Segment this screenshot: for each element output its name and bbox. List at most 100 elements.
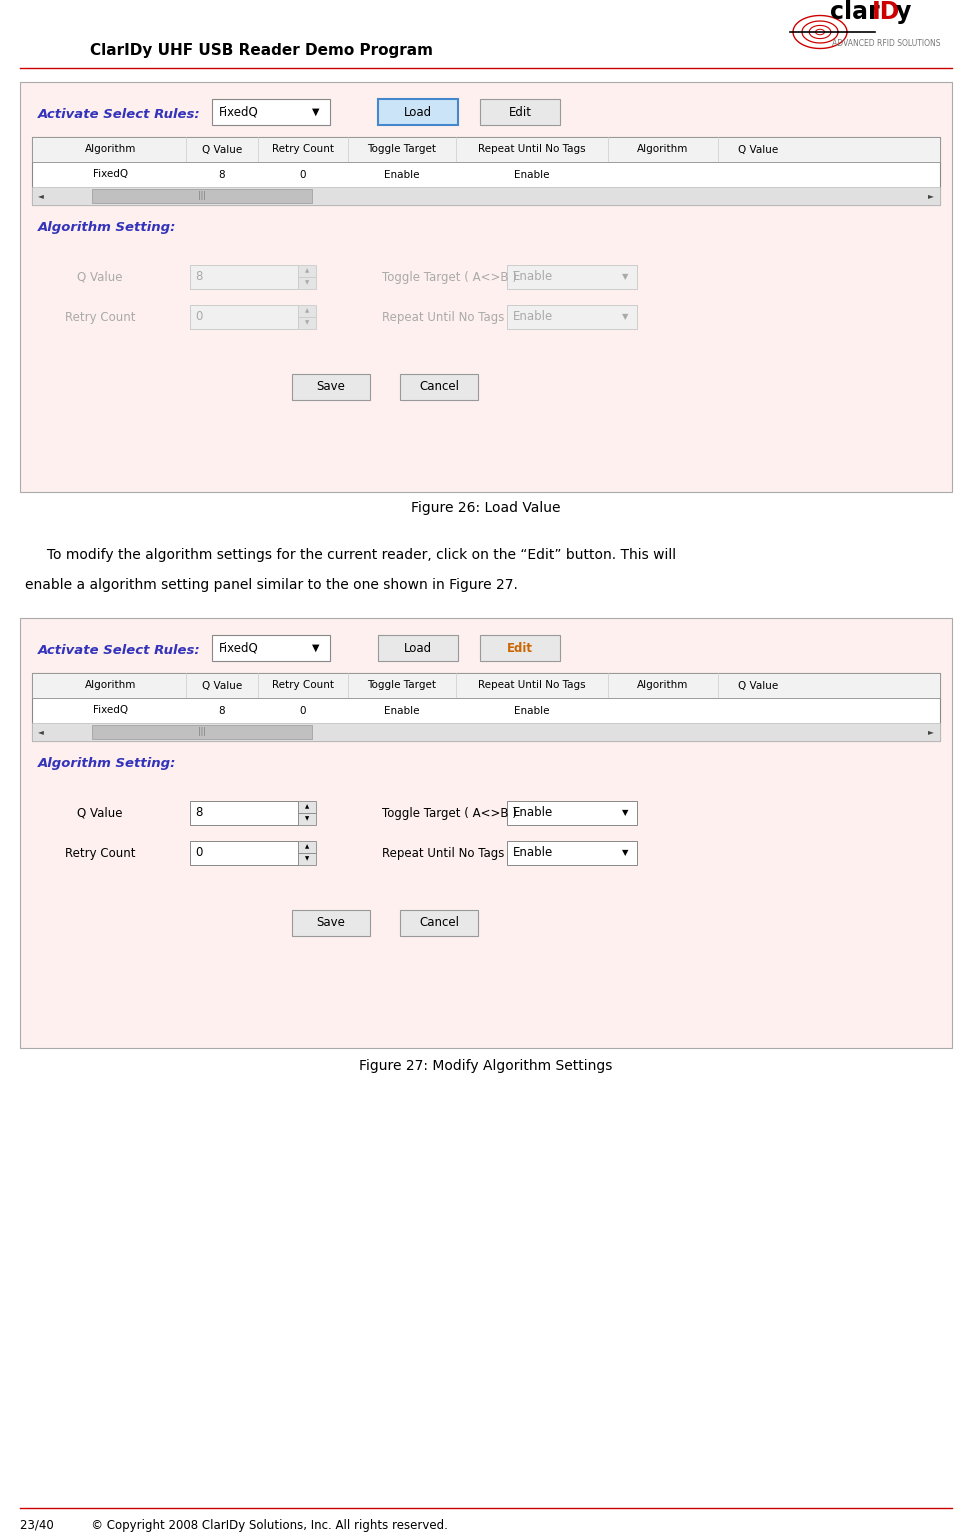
- Bar: [32, 137, 940, 161]
- Bar: [190, 266, 298, 289]
- Text: ▼: ▼: [622, 312, 628, 321]
- Text: Algorithm: Algorithm: [86, 144, 137, 155]
- Text: Enable: Enable: [513, 270, 553, 284]
- Bar: [212, 634, 330, 660]
- Text: To modify the algorithm settings for the current reader, click on the “Edit” but: To modify the algorithm settings for the…: [25, 548, 677, 562]
- Text: Q Value: Q Value: [738, 680, 779, 691]
- Text: 0: 0: [195, 310, 202, 324]
- Text: 8: 8: [195, 806, 202, 820]
- Text: ▼: ▼: [622, 808, 628, 817]
- Bar: [298, 852, 316, 865]
- Bar: [32, 187, 940, 204]
- Bar: [298, 276, 316, 289]
- Text: Algorithm Setting:: Algorithm Setting:: [38, 757, 176, 770]
- Text: y: y: [896, 0, 912, 25]
- Text: Toggle Target: Toggle Target: [367, 680, 436, 691]
- Bar: [92, 189, 312, 203]
- Text: Retry Count: Retry Count: [65, 310, 135, 324]
- Bar: [32, 673, 940, 740]
- Text: Repeat Until No Tags: Repeat Until No Tags: [478, 680, 586, 691]
- Bar: [190, 800, 298, 825]
- Text: Edit: Edit: [507, 642, 533, 654]
- Bar: [20, 81, 952, 492]
- Text: Repeat Until No Tags: Repeat Until No Tags: [382, 310, 504, 324]
- Text: Retry Count: Retry Count: [272, 680, 334, 691]
- Text: 23/40          © Copyright 2008 ClarIDy Solutions, Inc. All rights reserved.: 23/40 © Copyright 2008 ClarIDy Solutions…: [20, 1519, 448, 1531]
- Text: Algorithm: Algorithm: [638, 680, 689, 691]
- Bar: [212, 98, 330, 124]
- Text: Enable: Enable: [384, 705, 420, 716]
- Text: ►: ►: [928, 728, 934, 736]
- Text: Repeat Until No Tags: Repeat Until No Tags: [382, 846, 504, 860]
- Text: ▼: ▼: [312, 108, 320, 117]
- Bar: [298, 266, 316, 276]
- Text: FixedQ: FixedQ: [93, 705, 128, 716]
- Text: Q Value: Q Value: [202, 680, 242, 691]
- Text: Enable: Enable: [514, 705, 550, 716]
- Bar: [507, 842, 637, 865]
- Text: 8: 8: [219, 169, 226, 180]
- Text: Q Value: Q Value: [202, 144, 242, 155]
- Text: Load: Load: [404, 642, 433, 654]
- Text: Toggle Target ( A<>B ): Toggle Target ( A<>B ): [382, 806, 517, 820]
- Text: FixedQ: FixedQ: [219, 106, 259, 118]
- Text: ▲: ▲: [305, 805, 309, 809]
- Text: 0: 0: [195, 846, 202, 860]
- Text: Activate Select Rules:: Activate Select Rules:: [38, 645, 200, 657]
- Text: ◄: ◄: [38, 192, 44, 201]
- Bar: [190, 842, 298, 865]
- Text: |||: |||: [198, 728, 206, 736]
- Text: Enable: Enable: [513, 310, 553, 324]
- Text: Figure 26: Load Value: Figure 26: Load Value: [411, 501, 561, 515]
- Text: Edit: Edit: [508, 106, 532, 118]
- Bar: [298, 813, 316, 825]
- Bar: [480, 98, 560, 124]
- Bar: [298, 800, 316, 813]
- Text: Enable: Enable: [513, 806, 553, 820]
- Bar: [400, 373, 478, 399]
- Text: Enable: Enable: [513, 846, 553, 860]
- Text: Activate Select Rules:: Activate Select Rules:: [38, 109, 200, 121]
- Text: 8: 8: [219, 705, 226, 716]
- Text: 0: 0: [299, 169, 306, 180]
- Text: Retry Count: Retry Count: [272, 144, 334, 155]
- Text: ▼: ▼: [305, 281, 309, 286]
- Text: Save: Save: [317, 381, 345, 393]
- Text: ▲: ▲: [305, 309, 309, 313]
- Text: Algorithm Setting:: Algorithm Setting:: [38, 221, 176, 233]
- Text: Algorithm: Algorithm: [86, 680, 137, 691]
- Text: Enable: Enable: [384, 169, 420, 180]
- Text: Algorithm: Algorithm: [638, 144, 689, 155]
- Bar: [480, 634, 560, 660]
- Text: Toggle Target ( A<>B ): Toggle Target ( A<>B ): [382, 270, 517, 284]
- Text: Repeat Until No Tags: Repeat Until No Tags: [478, 144, 586, 155]
- Bar: [378, 98, 458, 124]
- Text: 0: 0: [299, 705, 306, 716]
- Bar: [507, 266, 637, 289]
- Bar: [378, 634, 458, 660]
- Text: enable a algorithm setting panel similar to the one shown in Figure 27.: enable a algorithm setting panel similar…: [25, 578, 518, 591]
- Text: ▼: ▼: [312, 644, 320, 653]
- Bar: [298, 306, 316, 316]
- Text: ▼: ▼: [622, 848, 628, 857]
- Bar: [507, 800, 637, 825]
- Text: FixedQ: FixedQ: [93, 169, 128, 180]
- Text: Q Value: Q Value: [77, 806, 122, 820]
- Bar: [507, 306, 637, 329]
- Text: Figure 27: Modify Algorithm Settings: Figure 27: Modify Algorithm Settings: [360, 1058, 612, 1074]
- Text: Cancel: Cancel: [419, 381, 459, 393]
- Bar: [292, 373, 370, 399]
- Text: FixedQ: FixedQ: [219, 642, 259, 654]
- Text: ▼: ▼: [305, 817, 309, 822]
- Text: ▼: ▼: [622, 272, 628, 281]
- Text: ▲: ▲: [305, 269, 309, 273]
- Text: Q Value: Q Value: [738, 144, 779, 155]
- Text: ◄: ◄: [38, 728, 44, 736]
- Bar: [292, 909, 370, 935]
- Text: ▲: ▲: [305, 845, 309, 849]
- Text: Load: Load: [404, 106, 433, 118]
- Text: clar: clar: [830, 0, 880, 25]
- Bar: [92, 725, 312, 739]
- Bar: [400, 909, 478, 935]
- Text: ClarIDy UHF USB Reader Demo Program: ClarIDy UHF USB Reader Demo Program: [90, 43, 433, 57]
